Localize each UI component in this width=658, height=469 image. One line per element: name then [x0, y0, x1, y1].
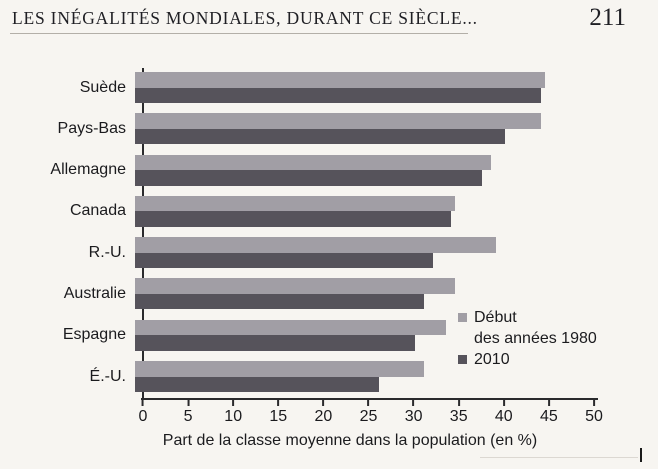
x-axis-tick-label: 50	[585, 408, 603, 425]
country-label: Pays-Bas	[57, 119, 126, 137]
legend-label-2010: 2010	[474, 351, 510, 368]
y-axis-line	[142, 68, 144, 400]
scan-artifact-line	[480, 457, 638, 458]
bar-2010	[135, 252, 433, 269]
x-axis-tick-label: 20	[314, 408, 333, 425]
legend-swatch-1980-icon	[458, 313, 467, 322]
x-axis-title: Part de la classe moyenne dans la popula…	[162, 432, 538, 449]
chart-row: É.-U.	[0, 361, 658, 393]
bar-2010	[135, 87, 541, 103]
chart-row: Canada	[0, 195, 658, 227]
bar-pair	[135, 113, 586, 145]
country-label: Espagne	[62, 326, 126, 344]
bar-pair	[135, 319, 586, 351]
chart-row: Pays-Bas	[0, 113, 658, 145]
x-axis-tick-label: 0	[138, 408, 148, 425]
x-axis-tick: 25	[359, 400, 378, 426]
x-axis-tick: 20	[314, 400, 332, 426]
bar-pair	[135, 195, 586, 227]
bar-2010	[135, 335, 415, 351]
x-axis-tick-mark	[412, 400, 415, 406]
x-axis-tick-mark	[367, 400, 370, 406]
page-number: 211	[589, 4, 626, 31]
x-axis-tick: 5	[184, 400, 193, 426]
x-axis-tick-mark	[142, 400, 144, 406]
chart-row: R.-U.	[0, 237, 658, 269]
country-label: Allemagne	[50, 161, 126, 179]
bar-2010	[135, 170, 483, 186]
x-axis-tick-mark	[322, 400, 325, 406]
x-axis-tick-label: 45	[539, 408, 558, 425]
bar-chart: Suède Pays-Bas Allemagne Canada R.-U.	[0, 68, 658, 458]
chart-rows: Suède Pays-Bas Allemagne Canada R.-U.	[0, 72, 658, 393]
bar-1980	[135, 154, 492, 171]
x-axis-tick: 35	[450, 400, 468, 426]
x-axis-tick-label: 40	[494, 408, 513, 425]
bar-pair	[135, 278, 586, 310]
legend-label-1980: Début des années 1980	[474, 309, 597, 347]
bar-2010	[135, 293, 424, 310]
country-label: R.-U.	[88, 243, 126, 261]
chart-row: Espagne	[0, 319, 658, 351]
bar-1980	[135, 195, 456, 212]
country-label: Suède	[79, 78, 126, 96]
scan-artifact-line	[640, 448, 642, 462]
bar-pair	[135, 361, 586, 393]
x-axis-tick-mark	[592, 400, 595, 406]
page-title: LES INÉGALITÉS MONDIALES, DURANT CE SIÈC…	[12, 8, 478, 28]
country-label: Canada	[69, 202, 126, 220]
chart-row: Suède	[0, 72, 658, 103]
x-axis-tick-label: 15	[269, 408, 288, 425]
country-label: É.-U.	[89, 367, 126, 385]
bar-1980	[135, 319, 447, 336]
bar-pair	[135, 154, 586, 186]
chart-row: Australie	[0, 278, 658, 310]
bar-1980	[135, 237, 496, 253]
x-axis-ticks: 0 5 10 15 20 25 30 35 40 45 50	[139, 400, 603, 432]
legend: Début des années 1980 2010	[458, 307, 597, 370]
x-axis-tick-mark	[457, 400, 460, 406]
x-axis-tick: 15	[269, 400, 287, 426]
x-axis-line	[141, 398, 598, 400]
bar-1980	[135, 361, 424, 377]
x-axis-tick-mark	[277, 400, 280, 406]
bar-pair	[135, 237, 586, 269]
x-axis-tick: 30	[404, 400, 423, 426]
bar-1980	[135, 278, 456, 294]
bar-2010	[135, 211, 451, 227]
x-axis-tick-mark	[502, 400, 505, 406]
country-label: Australie	[63, 284, 126, 302]
bar-pair	[135, 72, 586, 103]
x-axis-tick: 45	[540, 400, 558, 426]
x-axis-tick: 0	[138, 400, 148, 426]
x-axis-tick: 50	[585, 400, 603, 426]
x-axis-tick-mark	[232, 400, 235, 406]
x-axis-tick: 10	[224, 400, 242, 426]
legend-swatch-2010-icon	[458, 355, 467, 364]
x-axis-tick: 40	[495, 400, 513, 426]
x-axis-tick-label: 35	[449, 408, 468, 425]
bar-2010	[135, 128, 505, 145]
x-axis-tick-label: 30	[404, 408, 423, 425]
x-axis-tick-label: 10	[224, 408, 243, 425]
legend-item-1980: Début des années 1980	[458, 307, 597, 349]
bar-1980	[135, 113, 541, 129]
bar-1980	[135, 72, 546, 88]
bar-2010	[135, 376, 379, 393]
chart-row: Allemagne	[0, 154, 658, 186]
x-axis-tick-mark	[547, 400, 550, 406]
header-rule	[10, 33, 468, 34]
x-axis-tick-mark	[187, 400, 190, 406]
x-axis-tick-label: 5	[183, 408, 193, 425]
x-axis-tick-label: 25	[359, 408, 378, 425]
legend-item-2010: 2010	[458, 349, 597, 370]
